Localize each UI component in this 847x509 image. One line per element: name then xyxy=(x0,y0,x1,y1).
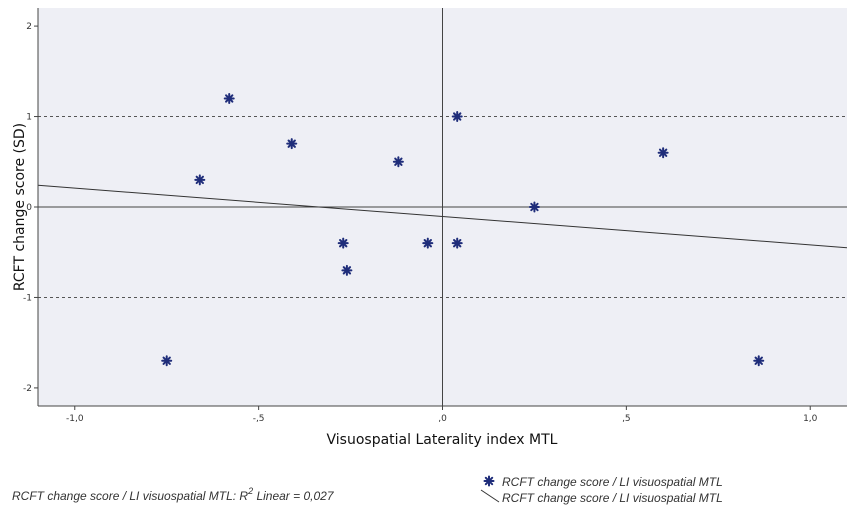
data-point xyxy=(223,92,235,104)
y-tick-label: -1 xyxy=(23,293,32,303)
footnote-prefix: RCFT change score / LI visuospatial MTL:… xyxy=(12,489,248,503)
y-tick-label: 0 xyxy=(26,203,32,213)
data-point xyxy=(341,264,353,276)
data-point xyxy=(451,237,463,249)
data-point xyxy=(337,237,349,249)
x-tick-label: -1,0 xyxy=(66,414,84,424)
x-tick-label: 1,0 xyxy=(803,414,818,424)
legend-entry-line: RCFT change score / LI visuospatial MTL xyxy=(502,491,723,505)
reference-lines xyxy=(38,8,847,406)
data-point xyxy=(657,147,669,159)
x-axis-title: Visuospatial Laterality index MTL xyxy=(327,432,558,448)
footnote-suffix: Linear = 0,027 xyxy=(253,489,335,503)
r-squared-footnote: RCFT change score / LI visuospatial MTL:… xyxy=(12,486,335,503)
footnote-superscript: 2 xyxy=(247,486,253,496)
data-point xyxy=(161,355,173,367)
data-point xyxy=(528,201,540,213)
data-point xyxy=(451,111,463,123)
data-point xyxy=(194,174,206,186)
data-points-layer xyxy=(161,92,765,367)
fit-line-layer xyxy=(37,184,847,249)
x-tick-label: -,5 xyxy=(253,414,265,424)
y-tick-label: 1 xyxy=(26,113,32,123)
y-tick-label: -2 xyxy=(23,384,32,394)
linear-fit-line xyxy=(37,184,847,249)
x-tick-label: ,5 xyxy=(622,414,631,424)
y-axis-ticks: 2 1 0 -1 -2 xyxy=(23,22,38,394)
legend-entry-points: RCFT change score / LI visuospatial MTL xyxy=(502,475,723,489)
data-point xyxy=(392,156,404,168)
x-axis-ticks: -1,0 -,5 ,0 ,5 1,0 xyxy=(66,406,818,424)
x-tick-label: ,0 xyxy=(438,414,447,424)
legend-asterisk xyxy=(483,475,495,487)
y-tick-label: 2 xyxy=(26,22,32,32)
data-point xyxy=(753,355,765,367)
data-point xyxy=(422,237,434,249)
data-point xyxy=(286,138,298,150)
legend-line-symbol xyxy=(480,489,500,503)
legend: RCFT change score / LI visuospatial MTL … xyxy=(480,475,723,505)
legend-asterisk-marker xyxy=(483,475,495,487)
y-axis-title: RCFT change score (SD) xyxy=(12,123,28,291)
